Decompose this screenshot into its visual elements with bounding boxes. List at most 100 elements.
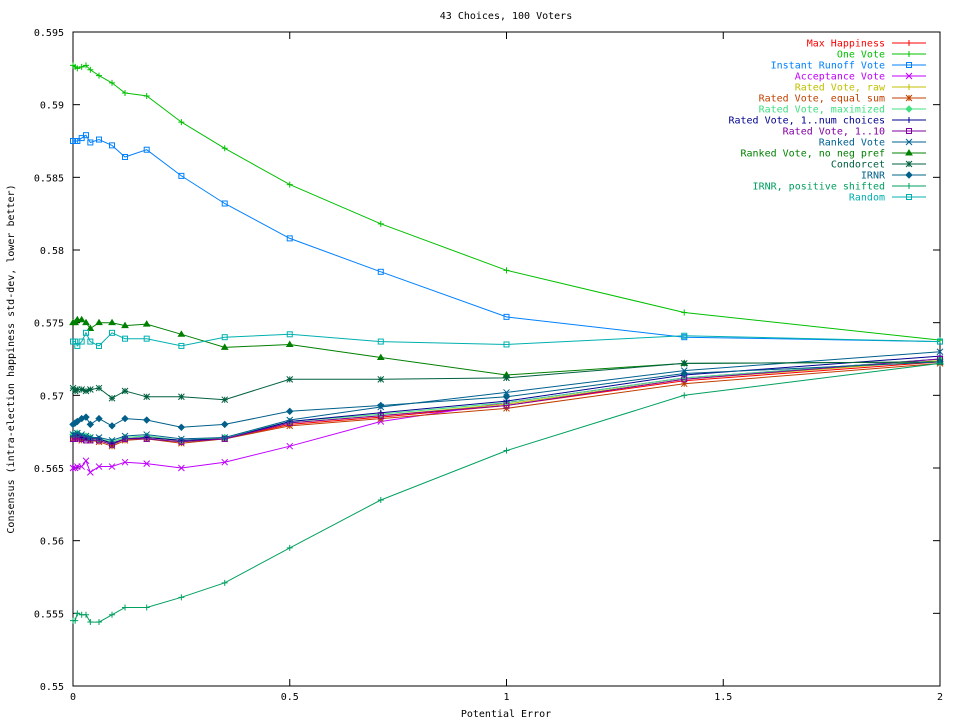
x-tick-label: 0 [70, 692, 76, 703]
legend-label: Rated Vote, 1..num choices [728, 116, 885, 127]
data-point [74, 342, 81, 349]
data-point [503, 313, 510, 320]
data-point [680, 380, 688, 388]
legend-entry-6: Rated Vote, maximized [759, 105, 926, 116]
data-point [503, 374, 510, 382]
data-point [73, 315, 82, 323]
series-11 [69, 358, 944, 404]
data-point [96, 619, 103, 626]
data-point [121, 414, 129, 423]
legend-entry-2: Instant Runoff Vote [771, 61, 926, 72]
data-point [178, 594, 185, 601]
y-tick-label: 0.575 [34, 319, 64, 330]
data-point [377, 338, 384, 345]
data-point [121, 432, 129, 440]
legend-marker [905, 105, 913, 113]
data-point [122, 90, 129, 97]
data-point [143, 335, 150, 342]
data-point [95, 414, 103, 423]
legend-entry-12: IRNR [861, 171, 926, 182]
legend-marker [905, 94, 913, 102]
data-point [285, 340, 294, 347]
data-point [377, 268, 384, 275]
legend-marker [905, 171, 913, 179]
data-point [286, 442, 294, 450]
legend-label: Acceptance Vote [795, 72, 885, 83]
data-point [86, 386, 94, 393]
legend-marker [906, 51, 912, 57]
legend-label: One Vote [837, 50, 885, 61]
data-point [121, 458, 129, 466]
data-point [73, 429, 81, 437]
data-point [73, 386, 81, 393]
data-point [286, 331, 293, 338]
legend-entry-10: Ranked Vote, no neg pref [741, 149, 926, 160]
data-point [221, 145, 228, 152]
data-point [503, 341, 510, 348]
legend-entry-9: Ranked Vote [819, 138, 926, 149]
legend-marker [906, 62, 912, 68]
legend-entry-0: Max Happiness [807, 39, 926, 50]
data-point [86, 469, 94, 476]
data-point [109, 611, 116, 618]
data-point [86, 324, 95, 331]
data-point [82, 432, 90, 440]
data-point [109, 329, 116, 336]
data-point [69, 464, 77, 472]
data-point [680, 369, 688, 378]
legend-marker [906, 117, 912, 123]
y-tick-label: 0.59 [40, 101, 64, 112]
data-point [221, 396, 229, 404]
data-point [69, 431, 77, 438]
data-point [178, 342, 185, 349]
data-point [178, 172, 185, 179]
legend-label: Rated Vote, equal sum [759, 94, 885, 105]
data-point [286, 181, 293, 188]
data-point [108, 394, 116, 402]
data-point [178, 393, 185, 401]
data-point [221, 200, 228, 207]
data-point [78, 431, 86, 438]
legend-marker [905, 138, 913, 146]
data-point [377, 496, 384, 503]
data-point [178, 435, 185, 443]
data-point [83, 329, 90, 336]
legend-entry-4: Rated Vote, raw [795, 83, 926, 94]
legend-entry-7: Rated Vote, 1..num choices [728, 116, 926, 127]
data-point [78, 463, 86, 470]
x-axis-label: Potential Error [461, 709, 551, 720]
data-point [221, 458, 229, 466]
data-point [377, 401, 385, 410]
legend-label: Instant Runoff Vote [771, 61, 885, 72]
series-13 [70, 360, 943, 626]
axes: 0.55 0.555 0.56 0.565 0.57 0.575 0.58 0.585 0.59… [34, 28, 943, 703]
data-point [108, 463, 116, 470]
data-point [83, 611, 90, 618]
legend-label: IRNR [861, 171, 886, 182]
data-point [73, 417, 82, 426]
legend-entry-3: Acceptance Vote [795, 72, 926, 83]
data-point [143, 460, 151, 467]
legend-marker [906, 84, 912, 90]
data-point [69, 384, 77, 392]
data-point [286, 407, 294, 416]
data-point [83, 132, 90, 139]
data-point [74, 610, 81, 617]
legend-entry-8: Rated Vote, 1..10 [783, 127, 926, 138]
data-point [221, 420, 229, 429]
data-point [503, 267, 510, 274]
data-point [82, 457, 90, 465]
data-point [143, 604, 150, 611]
data-point [503, 402, 510, 409]
legend-label: Max Happiness [807, 39, 885, 50]
data-point [74, 434, 81, 441]
y-tick-label: 0.565 [34, 464, 64, 475]
data-point [95, 434, 103, 441]
data-point [87, 338, 94, 345]
data-point [77, 315, 86, 323]
data-point [221, 579, 228, 586]
x-tick-label: 1 [503, 692, 509, 703]
y-tick-label: 0.585 [34, 173, 64, 184]
data-point [286, 544, 293, 551]
data-point [121, 387, 129, 395]
